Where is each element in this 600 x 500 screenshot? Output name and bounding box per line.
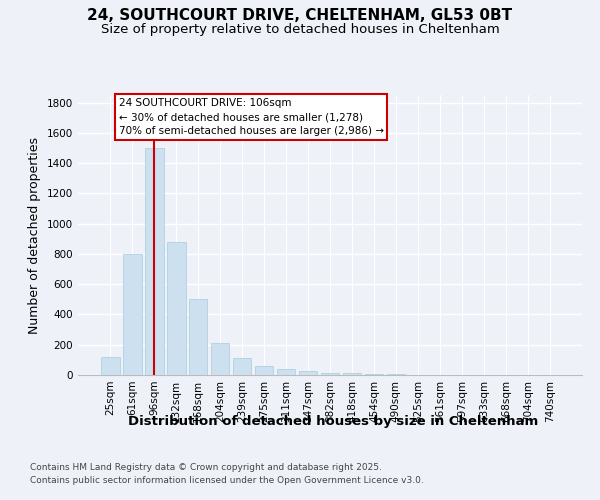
Bar: [233, 358, 251, 375]
Text: 24 SOUTHCOURT DRIVE: 106sqm
← 30% of detached houses are smaller (1,278)
70% of : 24 SOUTHCOURT DRIVE: 106sqm ← 30% of det…: [119, 98, 383, 136]
Text: 24, SOUTHCOURT DRIVE, CHELTENHAM, GL53 0BT: 24, SOUTHCOURT DRIVE, CHELTENHAM, GL53 0…: [88, 8, 512, 22]
Bar: [211, 343, 229, 375]
Bar: [365, 374, 383, 375]
Bar: [299, 371, 317, 375]
Bar: [255, 366, 274, 375]
Bar: [145, 148, 164, 375]
Text: Size of property relative to detached houses in Cheltenham: Size of property relative to detached ho…: [101, 22, 499, 36]
Bar: [386, 374, 405, 375]
Bar: [123, 254, 142, 375]
Bar: [320, 372, 340, 375]
Bar: [189, 300, 208, 375]
Bar: [277, 369, 295, 375]
Text: Contains HM Land Registry data © Crown copyright and database right 2025.: Contains HM Land Registry data © Crown c…: [30, 462, 382, 471]
Bar: [343, 373, 361, 375]
Bar: [167, 242, 185, 375]
Text: Distribution of detached houses by size in Cheltenham: Distribution of detached houses by size …: [128, 415, 538, 428]
Text: Contains public sector information licensed under the Open Government Licence v3: Contains public sector information licen…: [30, 476, 424, 485]
Y-axis label: Number of detached properties: Number of detached properties: [28, 136, 41, 334]
Bar: [101, 357, 119, 375]
